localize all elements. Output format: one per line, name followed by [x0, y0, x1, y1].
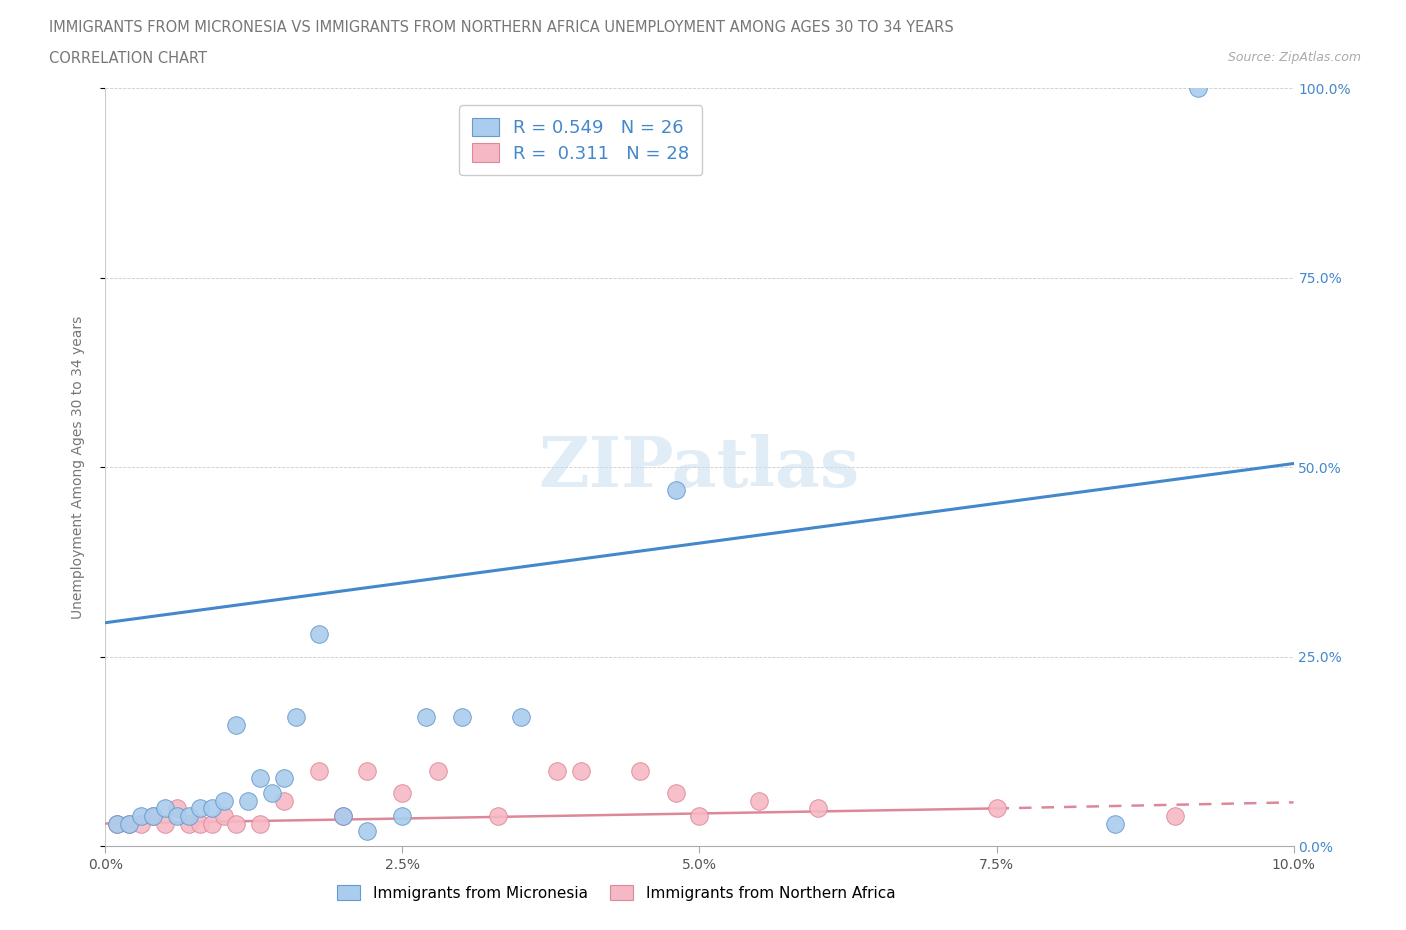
Text: ZIPatlas: ZIPatlas [538, 433, 860, 501]
Point [391, 786, 413, 801]
Point [142, 808, 165, 823]
Point [260, 786, 283, 801]
Point [153, 817, 176, 831]
Point [190, 817, 212, 831]
Point [118, 817, 141, 831]
Point [129, 817, 152, 831]
Point [356, 824, 378, 839]
Point [665, 786, 688, 801]
Text: IMMIGRANTS FROM MICRONESIA VS IMMIGRANTS FROM NORTHERN AFRICA UNEMPLOYMENT AMONG: IMMIGRANTS FROM MICRONESIA VS IMMIGRANTS… [49, 20, 953, 35]
Point [1187, 81, 1209, 96]
Point [273, 793, 295, 808]
Point [628, 763, 651, 777]
Point [153, 801, 176, 816]
Point [450, 710, 472, 724]
Point [166, 808, 188, 823]
Point [214, 808, 236, 823]
Point [308, 627, 330, 642]
Point [1164, 808, 1187, 823]
Point [284, 710, 307, 724]
Point [118, 817, 141, 831]
Point [177, 817, 200, 831]
Point [748, 793, 770, 808]
Point [129, 808, 152, 823]
Point [986, 801, 1008, 816]
Point [332, 808, 354, 823]
Point [249, 817, 271, 831]
Point [190, 801, 212, 816]
Point [427, 763, 450, 777]
Point [225, 817, 247, 831]
Point [201, 817, 224, 831]
Point [391, 808, 413, 823]
Point [105, 817, 128, 831]
Point [689, 808, 711, 823]
Point [356, 763, 378, 777]
Point [105, 817, 128, 831]
Point [546, 763, 568, 777]
Point [569, 763, 592, 777]
Point [201, 801, 224, 816]
Point [225, 718, 247, 733]
Point [665, 483, 688, 498]
Point [807, 801, 830, 816]
Y-axis label: Unemployment Among Ages 30 to 34 years: Unemployment Among Ages 30 to 34 years [70, 315, 84, 619]
Point [236, 793, 259, 808]
Point [273, 771, 295, 786]
Point [415, 710, 437, 724]
Point [1104, 817, 1126, 831]
Legend: Immigrants from Micronesia, Immigrants from Northern Africa: Immigrants from Micronesia, Immigrants f… [332, 879, 901, 907]
Point [308, 763, 330, 777]
Point [166, 801, 188, 816]
Point [214, 793, 236, 808]
Point [177, 808, 200, 823]
Point [486, 808, 509, 823]
Text: CORRELATION CHART: CORRELATION CHART [49, 51, 207, 66]
Point [332, 808, 354, 823]
Point [142, 808, 165, 823]
Point [510, 710, 533, 724]
Point [249, 771, 271, 786]
Text: Source: ZipAtlas.com: Source: ZipAtlas.com [1227, 51, 1361, 64]
